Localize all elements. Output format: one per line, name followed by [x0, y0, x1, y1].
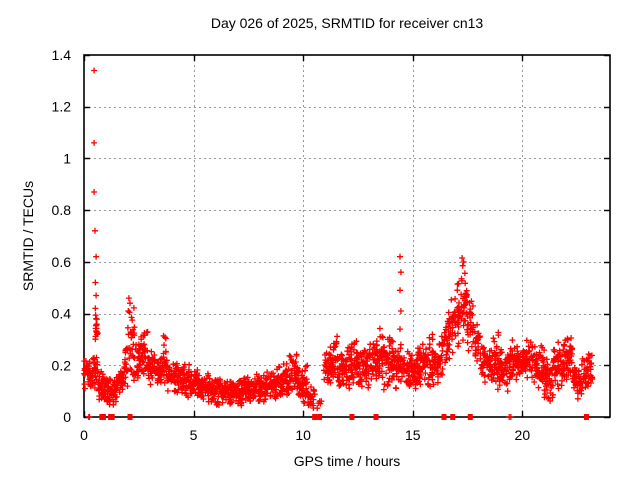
x-tick-label: 10 [295, 427, 311, 443]
zero-value-marker [312, 414, 318, 420]
y-tick-label: 0.8 [52, 202, 72, 218]
x-axis-title: GPS time / hours [293, 453, 401, 469]
zero-value-marker [450, 414, 456, 420]
y-tick-label: 1 [63, 150, 71, 166]
y-tick-label: 0 [63, 409, 71, 425]
y-tick-label: 1.4 [52, 47, 72, 63]
zero-value-marker [317, 414, 323, 420]
zero-value-marker [127, 414, 133, 420]
plot-border [83, 54, 611, 418]
y-tick-label: 0.2 [52, 357, 72, 373]
x-tick-label: 15 [405, 427, 421, 443]
zero-value-marker [373, 414, 379, 420]
y-tick-label: 0.6 [52, 254, 72, 270]
zero-value-marker [99, 414, 106, 420]
zero-value-marker [441, 414, 447, 420]
y-tick-label: 1.2 [52, 99, 72, 115]
zero-value-marker [108, 414, 115, 420]
zero-value-marker [467, 414, 473, 420]
scatter-points [81, 67, 596, 420]
axis-ticks [83, 54, 610, 419]
zero-value-marker [583, 414, 589, 420]
zero-value-marker [349, 414, 355, 420]
y-tick-label: 0.4 [52, 306, 72, 322]
x-tick-label: 0 [80, 427, 88, 443]
chart-title: Day 026 of 2025, SRMTID for receiver cn1… [210, 15, 484, 31]
x-tick-label: 5 [190, 427, 198, 443]
x-tick-label: 20 [515, 427, 531, 443]
grid-lines [84, 55, 610, 417]
